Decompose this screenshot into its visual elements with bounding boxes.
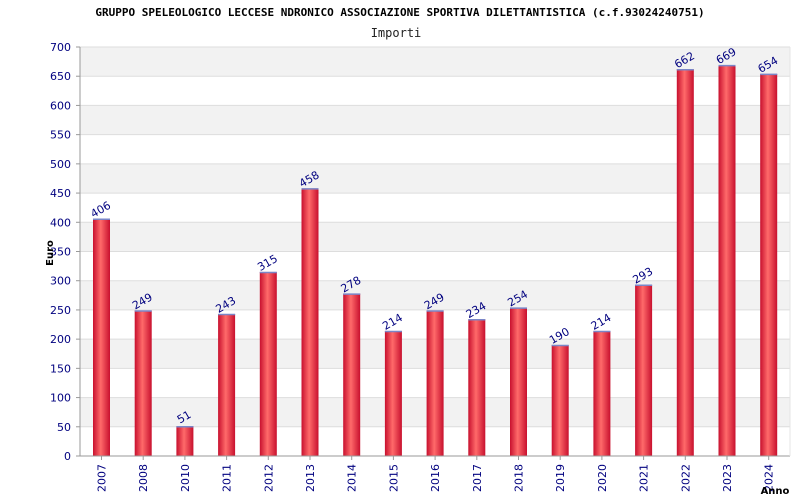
y-tick-label: 550 — [50, 129, 71, 142]
data-label: 406 — [88, 199, 113, 221]
data-label: 214 — [589, 311, 614, 333]
x-tick-label: 2020 — [596, 464, 609, 492]
x-tick-label: 2022 — [679, 464, 692, 492]
x-tick-label: 2013 — [304, 464, 317, 492]
y-axis-label: Euro — [45, 240, 56, 266]
grid-band — [80, 222, 790, 252]
y-tick-label: 0 — [64, 450, 71, 463]
bar — [426, 310, 444, 456]
data-label: 214 — [380, 311, 405, 333]
x-tick-label: 2011 — [221, 464, 234, 492]
y-tick-label: 400 — [50, 216, 71, 229]
y-tick-label: 650 — [50, 70, 71, 83]
bar — [93, 218, 110, 456]
bar — [218, 314, 236, 456]
grid-band — [80, 47, 790, 77]
bar — [718, 65, 736, 456]
bar — [176, 426, 194, 456]
x-tick-label: 2024 — [763, 464, 776, 492]
x-tick-label: 2007 — [96, 464, 109, 492]
bar — [343, 293, 361, 456]
x-tick-label: 2021 — [638, 464, 651, 492]
y-tick-label: 600 — [50, 99, 71, 112]
y-tick-label: 100 — [50, 392, 71, 405]
x-tick-label: 2017 — [471, 464, 484, 492]
bar — [510, 307, 527, 456]
bar — [676, 69, 694, 457]
y-tick-labels: 0 50 100 150 200 250 300 350 400 450 500 550 600 650 7… — [50, 41, 71, 463]
x-tick-label: 2014 — [346, 464, 359, 492]
bar — [384, 330, 402, 456]
chart-subtitle: Importi — [371, 26, 422, 40]
bar — [551, 344, 569, 456]
y-tick-label: 350 — [50, 246, 71, 259]
x-tick-label: 2023 — [721, 464, 734, 492]
bar — [301, 188, 319, 456]
bar — [760, 73, 778, 457]
bar — [635, 284, 653, 456]
bar — [468, 319, 486, 456]
chart-title: GRUPPO SPELEOLOGICO LECCESE NDRONICO ASS… — [95, 6, 704, 19]
data-label: 51 — [175, 408, 194, 426]
data-label: 315 — [255, 252, 280, 274]
y-tick-label: 250 — [50, 304, 71, 317]
y-tick-label: 700 — [50, 41, 71, 54]
y-tick-label: 300 — [50, 275, 71, 288]
x-tick-label: 2015 — [387, 464, 400, 492]
x-tick-label: 2019 — [554, 464, 567, 492]
x-tick-labels: 2007 2008 2010 2011 2012 2013 2014 2015 2016 2017… — [96, 464, 776, 492]
bar — [134, 310, 152, 456]
x-tick-label: 2008 — [137, 464, 150, 492]
y-tick-label: 200 — [50, 333, 71, 346]
x-tick-label: 2016 — [429, 464, 442, 492]
bars — [93, 64, 778, 457]
bar — [593, 330, 611, 456]
bar — [259, 271, 277, 456]
grid-band — [80, 105, 790, 135]
y-tick-label: 450 — [50, 187, 71, 200]
grid-band — [80, 163, 790, 194]
x-tick-label: 2018 — [513, 464, 526, 492]
axes — [79, 47, 791, 460]
x-tick-label: 2010 — [179, 464, 192, 492]
grid-band — [80, 280, 790, 310]
y-tick-label: 150 — [50, 362, 71, 375]
y-tick-label: 50 — [57, 421, 71, 434]
grid-bands — [80, 47, 790, 427]
x-tick-label: 2012 — [262, 464, 275, 492]
y-tick-label: 500 — [50, 158, 71, 171]
x-axis-label: Anno — [761, 486, 790, 497]
